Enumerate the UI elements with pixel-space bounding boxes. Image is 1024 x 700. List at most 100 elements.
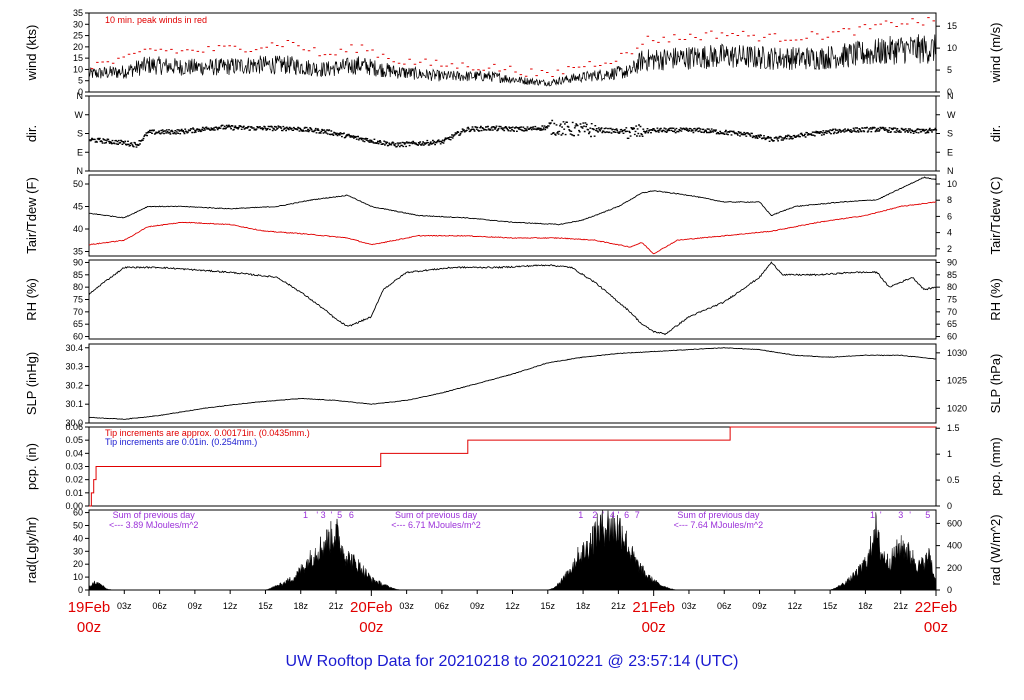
rh-right-tick-label: 70 [947,307,957,317]
radiation-hour-mark: 3 [898,510,903,520]
slp-right-label: SLP (hPa) [988,354,1003,414]
x-day-date-label: 20Feb [350,599,393,616]
panel-rh: 60 65 70 75 80 85 90 60 65 70 75 80 85 90 RH (%) RH (%) [24,257,1003,341]
rh-right-tick-label: 65 [947,319,957,329]
rh-left-tick-label: 70 [73,307,83,317]
slp-left-tick-label: 30.1 [65,399,83,409]
dir-right-tick-label: N [947,166,954,176]
x-tick-label: 21z [611,601,626,611]
wind-left-label: wind (kts) [24,25,39,82]
rad-left-tick-label: 40 [73,533,83,543]
wind-right-label: wind (m/s) [988,23,1003,84]
panel-slp: 30.0 30.1 30.2 30.3 30.4 1020 1025 1030 SLP (inH… [24,343,1003,428]
wind-left-tick-label: 5 [78,76,83,86]
radiation-summary-title: Sum of previous day [395,510,478,520]
wind-left-tick-label: 20 [73,42,83,52]
wind-left-tick-label: 10 [73,64,83,74]
x-tick-label: 18z [858,601,873,611]
panel-pcp: 0.00 0.01 0.02 0.03 0.04 0.05 0.06 0 0.5 1 1.5 pcp.… [24,422,1003,511]
rad-right-tick-label: 0 [947,585,952,595]
slp-slp-series [88,347,937,420]
radiation-hour-mark: ' [909,510,911,520]
dir-left-tick-label: S [77,129,83,139]
radiation-hour-mark: 5 [925,510,930,520]
temp-tdew-series [88,201,937,255]
rad-right-label: rad (W/m^2) [988,514,1003,585]
radiation-hour-mark: 1 [870,510,875,520]
x-day-time-label: 00z [924,619,948,636]
time-axis: 03z 06z 09z 12z 15z 18z 21z 03z 06z 09z 12z 15z 18z 2… [68,590,958,636]
dir-right-tick-label: E [947,147,953,157]
slp-right-tick-label: 1020 [947,403,967,413]
rad-right-tick-label: 400 [947,541,962,551]
wind-right-tick-label: 15 [947,21,957,31]
radiation-hour-mark: 1 [578,510,583,520]
x-tick-label: 09z [470,601,485,611]
x-tick-label: 18z [293,601,308,611]
precip-series [89,426,936,507]
temp-left-tick-label: 35 [73,247,83,257]
x-tick-label: 15z [823,601,838,611]
wind-right-tick-label: 0 [947,87,952,97]
rh-right-tick-label: 80 [947,282,957,292]
dir-left-tick-label: E [77,147,83,157]
radiation-hour-mark: ' [330,510,332,520]
wind-right-tick-label: 10 [947,43,957,53]
x-day-time-label: 00z [359,619,383,636]
wind-left-tick-label: 25 [73,31,83,41]
rh-left-tick-label: 80 [73,282,83,292]
panel-temp: 35 40 45 50 2 4 6 8 10 Tair/Tdew (F) Tair/Tdew (C) [24,174,1003,257]
x-tick-label: 09z [188,601,203,611]
rad-left-tick-label: 30 [73,546,83,556]
wind-left-tick-label: 0 [78,87,83,97]
wind-peak-series [90,17,935,77]
radiation-summary-value: <--- 3.89 MJoules/m^2 [109,520,199,530]
radiation-hour-mark: 6 [349,510,354,520]
wind-left-tick-label: 15 [73,53,83,63]
pcp-left-tick-label: 0.00 [65,501,83,511]
x-day-date-label: 22Feb [915,599,958,616]
rad-left-tick-label: 20 [73,559,83,569]
rad-frame [88,509,937,591]
slp-right-tick-label: 1025 [947,375,967,385]
radiation-hour-mark: 1 [303,510,308,520]
x-day-date-label: 21Feb [632,599,675,616]
rad-right-tick-label: 600 [947,518,962,528]
pcp-right-tick-label: 1.5 [947,423,960,433]
temp-left-tick-label: 45 [73,202,83,212]
pcp-left-tick-label: 0.05 [65,435,83,445]
radiation-hour-mark: 7 [635,510,640,520]
rh-right-tick-label: 60 [947,332,957,342]
x-tick-label: 15z [258,601,273,611]
dir-left-tick-label: N [77,166,84,176]
pcp-left-tick-label: 0.06 [65,422,83,432]
radiation-series [88,509,937,591]
temp-right-tick-label: 6 [947,211,952,221]
x-tick-label: 06z [435,601,450,611]
temp-left-tick-label: 40 [73,224,83,234]
x-tick-label: 09z [752,601,767,611]
radiation-summary-value: <--- 7.64 MJoules/m^2 [674,520,764,530]
rad-left-tick-label: 50 [73,520,83,530]
radiation-hour-mark: 2 [592,510,597,520]
radiation-summary-title: Sum of previous day [113,510,196,520]
pcp-left-tick-label: 0.03 [65,462,83,472]
radiation-hour-mark: ' [602,510,604,520]
x-tick-label: 21z [329,601,344,611]
pcp-right-label: pcp. (mm) [988,437,1003,496]
rh-right-tick-label: 90 [947,257,957,267]
x-day-date-label: 19Feb [68,599,111,616]
temp-right-tick-label: 8 [947,195,952,205]
radiation-summary-title: Sum of previous day [677,510,760,520]
x-tick-label: 03z [399,601,414,611]
rh-right-label: RH (%) [988,278,1003,321]
rad-left-tick-label: 60 [73,508,83,518]
rh-left-tick-label: 90 [73,257,83,267]
dir-right-tick-label: N [947,91,954,101]
wind-direction-series [89,119,938,148]
slp-left-label: SLP (inHg) [24,352,39,415]
